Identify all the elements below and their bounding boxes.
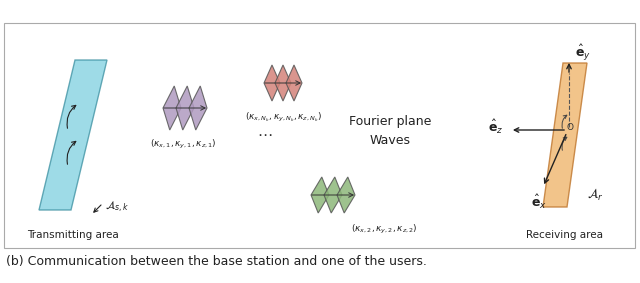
Polygon shape (337, 177, 355, 213)
Polygon shape (543, 63, 587, 207)
Text: $\hat{\mathbf{e}}_y$: $\hat{\mathbf{e}}_y$ (575, 43, 591, 63)
Text: (b) Communication between the base station and one of the users.: (b) Communication between the base stati… (6, 255, 427, 268)
Polygon shape (176, 86, 194, 130)
Polygon shape (163, 86, 181, 130)
Polygon shape (286, 65, 302, 101)
Polygon shape (275, 65, 291, 101)
Polygon shape (311, 177, 329, 213)
Text: $(\kappa_{x,1}, \kappa_{y,1}, \kappa_{z,1})$: $(\kappa_{x,1}, \kappa_{y,1}, \kappa_{z,… (150, 138, 216, 151)
Text: Receiving area: Receiving area (527, 230, 604, 240)
Polygon shape (39, 60, 107, 210)
Polygon shape (324, 177, 342, 213)
Bar (4, 23, 635, 248)
Text: $\mathcal{A}_r$: $\mathcal{A}_r$ (587, 187, 604, 203)
Text: $\cdots$: $\cdots$ (257, 125, 273, 140)
Text: $\hat{\mathbf{e}}_z$: $\hat{\mathbf{e}}_z$ (488, 118, 503, 136)
Polygon shape (189, 86, 207, 130)
Text: $(\kappa_{x,2}, \kappa_{y,2}, \kappa_{z,2})$: $(\kappa_{x,2}, \kappa_{y,2}, \kappa_{z,… (351, 223, 418, 236)
Polygon shape (264, 65, 280, 101)
Text: Fourier plane
Waves: Fourier plane Waves (349, 115, 431, 147)
Text: $(\kappa_{x,N_k}, \kappa_{y,N_k}, \kappa_{z,N_k})$: $(\kappa_{x,N_k}, \kappa_{y,N_k}, \kappa… (244, 111, 321, 124)
Text: $\hat{\mathbf{e}}_x$: $\hat{\mathbf{e}}_x$ (531, 193, 547, 211)
Text: O: O (566, 123, 573, 132)
Text: Transmitting area: Transmitting area (27, 230, 119, 240)
Text: $\mathcal{A}_{s,k}$: $\mathcal{A}_{s,k}$ (105, 200, 129, 215)
